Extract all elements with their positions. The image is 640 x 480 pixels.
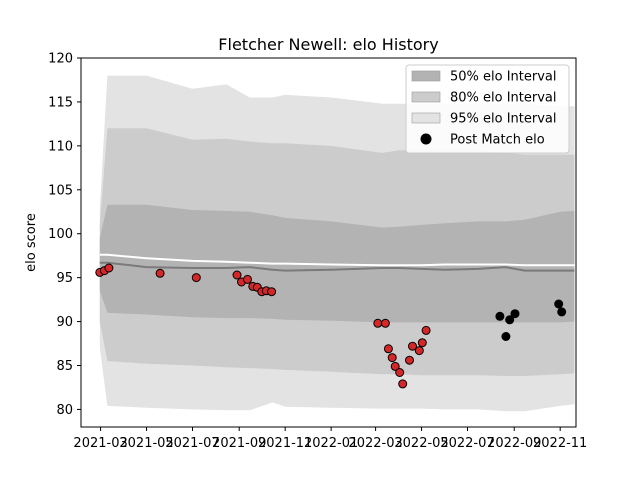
x-tick-label: 2022-11: [533, 436, 587, 451]
data-point: [414, 346, 424, 356]
x-tick-label: 2022-01: [304, 436, 358, 451]
mean-line: [99, 261, 575, 272]
legend-label: 95% elo Interval: [450, 112, 557, 127]
post-match-points: [95, 263, 567, 389]
y-tick-label: 120: [48, 52, 73, 67]
data-point: [495, 311, 505, 321]
data-point: [380, 318, 390, 328]
y-tick-label: 80: [56, 403, 73, 418]
data-point: [387, 353, 397, 363]
x-tick-label: 2021-07: [165, 436, 219, 451]
data-point: [398, 379, 408, 389]
legend-swatch: [411, 91, 441, 103]
y-tick-label: 95: [56, 271, 73, 286]
y-tick-label: 100: [48, 227, 73, 242]
x-tick-label: 2022-07: [440, 436, 494, 451]
data-point: [510, 309, 520, 319]
y-axis-label: elo score: [24, 213, 39, 272]
data-point: [232, 270, 242, 280]
x-tick-label: 2021-11: [258, 436, 312, 451]
x-tick-label: 2022-03: [348, 436, 402, 451]
y-tick-label: 115: [48, 95, 73, 110]
x-tick-label: 2022-09: [487, 436, 541, 451]
band-50: [99, 204, 575, 323]
legend-label: 80% elo Interval: [450, 91, 557, 106]
chart-legend: 50% elo Interval 80% elo Interval 95% elo …: [405, 64, 570, 154]
y-tick-label: 110: [48, 139, 73, 154]
plot-frame: [80, 57, 577, 428]
data-point: [408, 341, 417, 351]
data-point: [557, 307, 567, 317]
data-point: [243, 274, 252, 284]
legend-marker: [420, 133, 432, 145]
data-point: [383, 344, 393, 354]
legend-label: 50% elo Interval: [450, 70, 557, 85]
trend-lines: [99, 253, 575, 272]
y-tick-label: 85: [56, 359, 73, 374]
x-tick-label: 2021-03: [73, 436, 127, 451]
data-point: [155, 268, 165, 278]
data-point: [104, 263, 114, 273]
x-axis-ticks: 2021-032021-052021-072021-092021-112022-…: [73, 427, 587, 451]
data-point: [417, 338, 427, 348]
y-tick-label: 105: [48, 183, 73, 198]
data-point: [421, 325, 431, 335]
data-point: [405, 355, 414, 365]
data-point: [267, 287, 277, 297]
data-point: [395, 368, 405, 377]
legend-swatch: [411, 112, 441, 124]
data-point: [191, 273, 201, 283]
x-tick-label: 2022-05: [394, 436, 448, 451]
legend-swatch: [411, 70, 441, 82]
chart-title: Fletcher Newell: elo History: [218, 35, 438, 54]
data-point: [554, 299, 564, 309]
y-axis-ticks: 80 85 90 95 100 105 110 115 120: [48, 52, 81, 418]
data-point: [390, 361, 400, 371]
legend-label: Post Match elo: [450, 133, 545, 148]
y-tick-label: 90: [56, 315, 73, 330]
data-point: [373, 318, 383, 328]
data-point: [505, 315, 515, 325]
expected-line: [99, 253, 575, 267]
x-tick-label: 2021-05: [119, 436, 173, 451]
interval-bands: [99, 75, 575, 412]
x-tick-label: 2021-09: [212, 436, 266, 451]
legend-box: [405, 64, 570, 154]
data-point: [501, 332, 511, 341]
